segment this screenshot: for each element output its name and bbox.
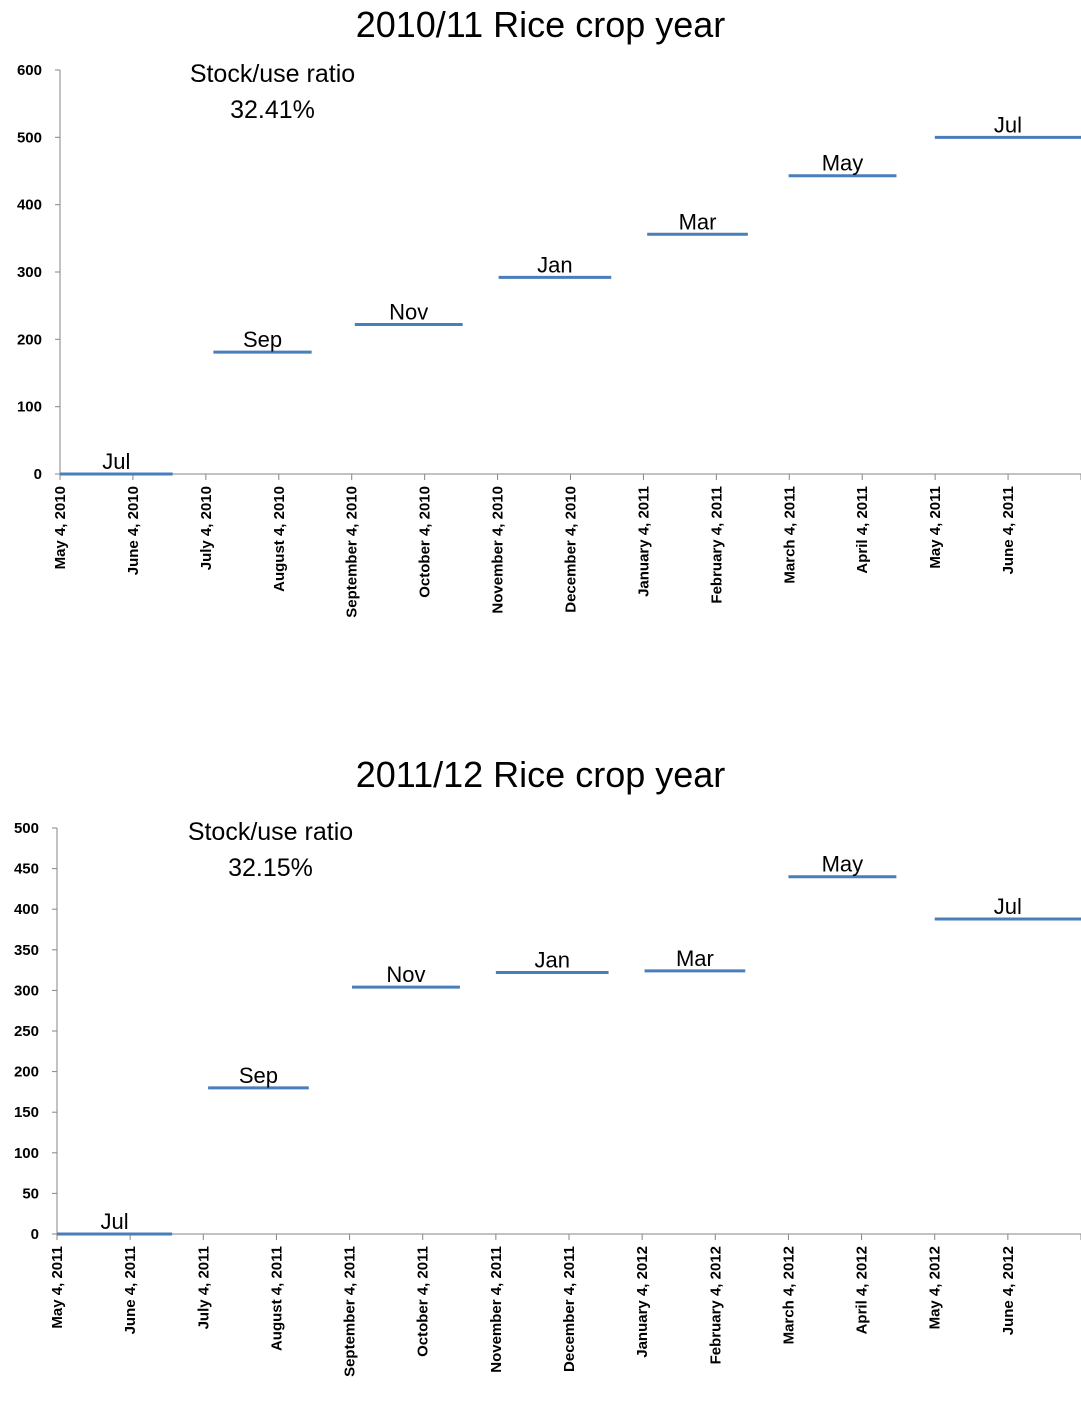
y-tick-label: 500 — [17, 129, 42, 146]
y-tick-label: 450 — [14, 861, 39, 878]
y-tick-label: 200 — [14, 1064, 39, 1081]
y-tick-label: 0 — [34, 466, 42, 483]
x-tick-label: May 4, 2011 — [49, 1246, 66, 1329]
x-tick-label: June 4, 2011 — [122, 1246, 139, 1334]
y-tick-label: 0 — [31, 1226, 39, 1243]
x-tick-label: September 4, 2011 — [342, 1246, 359, 1377]
segment-label: Jan — [534, 948, 569, 973]
x-tick-label: May 4, 2010 — [52, 486, 69, 569]
x-tick-label: December 4, 2010 — [563, 486, 580, 613]
segment-label: Sep — [243, 327, 282, 352]
segment-label: Nov — [386, 962, 425, 987]
y-tick-label: 100 — [14, 1145, 39, 1162]
y-tick-label: 200 — [17, 331, 42, 348]
x-tick-label: July 4, 2011 — [195, 1246, 212, 1329]
x-tick-label: June 4, 2012 — [1000, 1246, 1017, 1335]
chart-title: 2010/11 Rice crop year — [355, 4, 726, 45]
y-tick-label: 100 — [17, 399, 42, 416]
x-tick-label: May 4, 2011 — [927, 486, 944, 569]
chart-title: 2011/12 Rice crop year — [355, 754, 726, 795]
segment-label: Jul — [994, 894, 1022, 919]
x-tick-label: April 4, 2012 — [854, 1246, 871, 1334]
segment-label: Mar — [676, 946, 714, 971]
annotation-value: 32.15% — [228, 854, 313, 882]
y-tick-label: 400 — [17, 197, 42, 214]
x-tick-label: October 4, 2010 — [417, 486, 434, 598]
x-tick-label: October 4, 2011 — [415, 1246, 432, 1357]
chart-panel-2011-12: 2011/12 Rice crop year Stock/use ratio 3… — [0, 750, 1081, 1412]
x-tick-label: January 4, 2011 — [635, 486, 652, 597]
x-tick-label: June 4, 2011 — [1000, 486, 1017, 574]
y-tick-label: 150 — [14, 1104, 39, 1121]
stock-use-annotation: Stock/use ratio 32.41% — [170, 56, 375, 128]
x-tick-label: August 4, 2010 — [271, 486, 288, 592]
chart-panel-2010-11: 2010/11 Rice crop year Stock/use ratio 3… — [0, 0, 1081, 700]
x-tick-label: February 4, 2012 — [707, 1246, 724, 1364]
segment-label: Jul — [100, 1209, 128, 1234]
x-tick-label: May 4, 2012 — [927, 1246, 944, 1329]
x-tick-label: November 4, 2011 — [488, 1246, 505, 1373]
segment-label: Mar — [679, 209, 717, 234]
y-tick-label: 50 — [22, 1185, 39, 1202]
y-tick-label: 500 — [14, 820, 39, 837]
y-tick-label: 300 — [14, 982, 39, 999]
segment-label: May — [822, 151, 864, 176]
annotation-value: 32.41% — [230, 96, 315, 124]
x-tick-label: February 4, 2011 — [708, 486, 725, 604]
y-tick-label: 400 — [14, 901, 39, 918]
y-tick-label: 600 — [17, 62, 42, 79]
x-tick-label: March 4, 2012 — [780, 1246, 797, 1344]
y-tick-label: 300 — [17, 264, 42, 281]
chart-plot-area: 0 100 200 300 400 500 600 May 4, 2010 June 4, 20… — [17, 62, 1081, 618]
x-tick-label: August 4, 2011 — [268, 1246, 285, 1351]
y-tick-label: 250 — [14, 1023, 39, 1040]
segment-label: Jul — [994, 112, 1022, 137]
segment-label: Jul — [102, 449, 130, 474]
x-tick-label: September 4, 2010 — [344, 486, 361, 618]
x-tick-label: November 4, 2010 — [490, 486, 507, 614]
segment-label: Nov — [389, 300, 428, 325]
x-tick-label: December 4, 2011 — [561, 1246, 578, 1372]
y-tick-label: 350 — [14, 942, 39, 959]
annotation-label: Stock/use ratio — [187, 818, 354, 846]
x-tick-label: June 4, 2010 — [125, 486, 142, 575]
chart-plot-area: 0 50 100 150 200 250 300 350 400 450 500 May 4, 201… — [14, 820, 1081, 1377]
x-tick-label: March 4, 2011 — [781, 486, 798, 584]
segment-label: May — [822, 852, 864, 877]
annotation-label: Stock/use ratio — [189, 60, 356, 88]
segment-label: Sep — [239, 1063, 278, 1088]
x-tick-label: January 4, 2012 — [634, 1246, 651, 1358]
x-tick-label: July 4, 2010 — [198, 486, 215, 570]
x-tick-label: April 4, 2011 — [854, 486, 871, 574]
stock-use-annotation: Stock/use ratio 32.15% — [168, 814, 373, 886]
segment-label: Jan — [537, 252, 572, 277]
